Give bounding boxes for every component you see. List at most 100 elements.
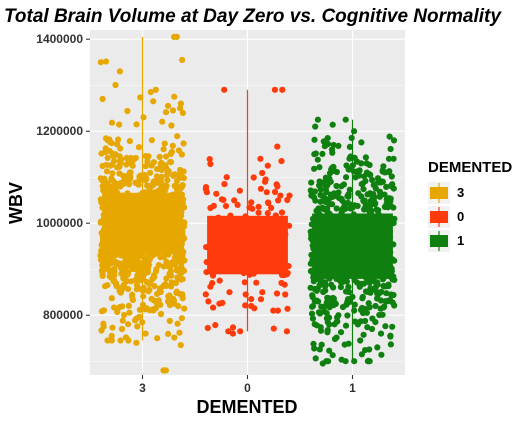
data-point: [160, 146, 167, 153]
data-point: [317, 324, 324, 331]
data-point: [369, 176, 376, 184]
data-point: [322, 186, 329, 193]
data-point: [338, 195, 345, 202]
legend: DEMENTED 3 0 1: [428, 159, 512, 252]
data-point: [319, 204, 326, 211]
data-point: [317, 198, 324, 205]
data-point: [117, 337, 124, 344]
data-point: [202, 291, 209, 298]
outlier-point: [357, 337, 364, 344]
box-body: [207, 215, 288, 275]
outlier-point: [328, 164, 336, 172]
data-point: [309, 292, 316, 299]
data-point: [125, 285, 132, 293]
data-point: [363, 309, 370, 316]
data-point: [154, 165, 161, 173]
data-point: [351, 301, 358, 308]
data-point: [113, 280, 120, 287]
data-point: [151, 283, 158, 290]
data-point: [222, 202, 230, 210]
y-tick-label: 1200000: [36, 124, 83, 138]
outlier-point: [205, 298, 212, 305]
data-point: [345, 193, 352, 200]
data-point: [166, 317, 173, 325]
data-point: [110, 153, 117, 160]
data-point: [390, 204, 397, 211]
data-point: [126, 138, 133, 145]
outlier-point: [221, 181, 228, 188]
x-tick-label: 1: [349, 381, 356, 395]
chart-title: Total Brain Volume at Day Zero vs. Cogni…: [4, 6, 502, 27]
data-point: [314, 116, 321, 123]
outlier-point: [248, 296, 255, 303]
data-point: [329, 201, 336, 208]
data-point: [255, 209, 262, 216]
data-point: [362, 154, 369, 161]
outlier-point: [363, 169, 370, 176]
outlier-point: [283, 328, 290, 335]
data-point: [383, 183, 390, 190]
box-plot-0: [207, 89, 288, 332]
data-point: [150, 159, 157, 166]
outlier-point: [334, 314, 341, 321]
data-point: [178, 315, 185, 322]
data-point: [225, 328, 232, 335]
outlier-point: [368, 325, 376, 333]
data-point: [130, 257, 137, 264]
outlier-point: [343, 174, 350, 181]
data-point: [115, 261, 122, 268]
y-axis: 800000 1000000 1200000 1400000: [36, 32, 90, 322]
x-axis: 3 0 1: [139, 375, 356, 395]
data-point: [107, 139, 114, 146]
data-point: [133, 121, 140, 128]
data-point: [125, 302, 132, 309]
data-point: [268, 204, 275, 211]
legend-label: 0: [457, 209, 464, 224]
data-point: [202, 184, 210, 191]
outlier-point: [327, 178, 334, 185]
data-point: [109, 170, 116, 177]
outlier-point: [358, 351, 365, 358]
data-point: [147, 169, 154, 176]
data-point: [207, 160, 214, 168]
outlier-point: [171, 93, 178, 100]
outlier-point: [177, 342, 184, 349]
data-point: [106, 260, 113, 267]
legend-key-1: [428, 230, 450, 252]
data-point: [162, 109, 170, 116]
data-point: [97, 252, 104, 259]
data-point: [337, 284, 344, 291]
data-point: [329, 193, 336, 200]
outlier-point: [229, 330, 236, 337]
data-point: [234, 201, 241, 208]
data-point: [158, 161, 165, 169]
data-point: [308, 192, 315, 199]
x-tick-label: 3: [139, 381, 146, 395]
data-point: [248, 199, 255, 206]
outlier-point: [118, 325, 126, 333]
data-point: [136, 306, 143, 313]
data-point: [168, 283, 175, 290]
data-point: [359, 180, 366, 187]
data-point: [275, 197, 282, 204]
data-point: [126, 309, 133, 316]
y-axis-title: WBV: [6, 182, 26, 224]
data-point: [309, 315, 316, 322]
data-point: [389, 181, 396, 188]
outlier-point: [274, 307, 281, 314]
data-point: [370, 191, 377, 198]
data-point: [163, 262, 170, 269]
data-point: [362, 347, 369, 354]
data-point: [115, 136, 122, 143]
data-point: [322, 287, 329, 294]
outlier-point: [342, 116, 349, 123]
data-point: [383, 196, 390, 203]
data-point: [366, 279, 373, 286]
data-point: [231, 197, 238, 204]
data-point: [133, 281, 140, 288]
data-point: [99, 177, 106, 184]
data-point: [381, 303, 388, 310]
data-point: [98, 267, 105, 274]
data-point: [104, 154, 111, 161]
data-point: [174, 177, 181, 185]
